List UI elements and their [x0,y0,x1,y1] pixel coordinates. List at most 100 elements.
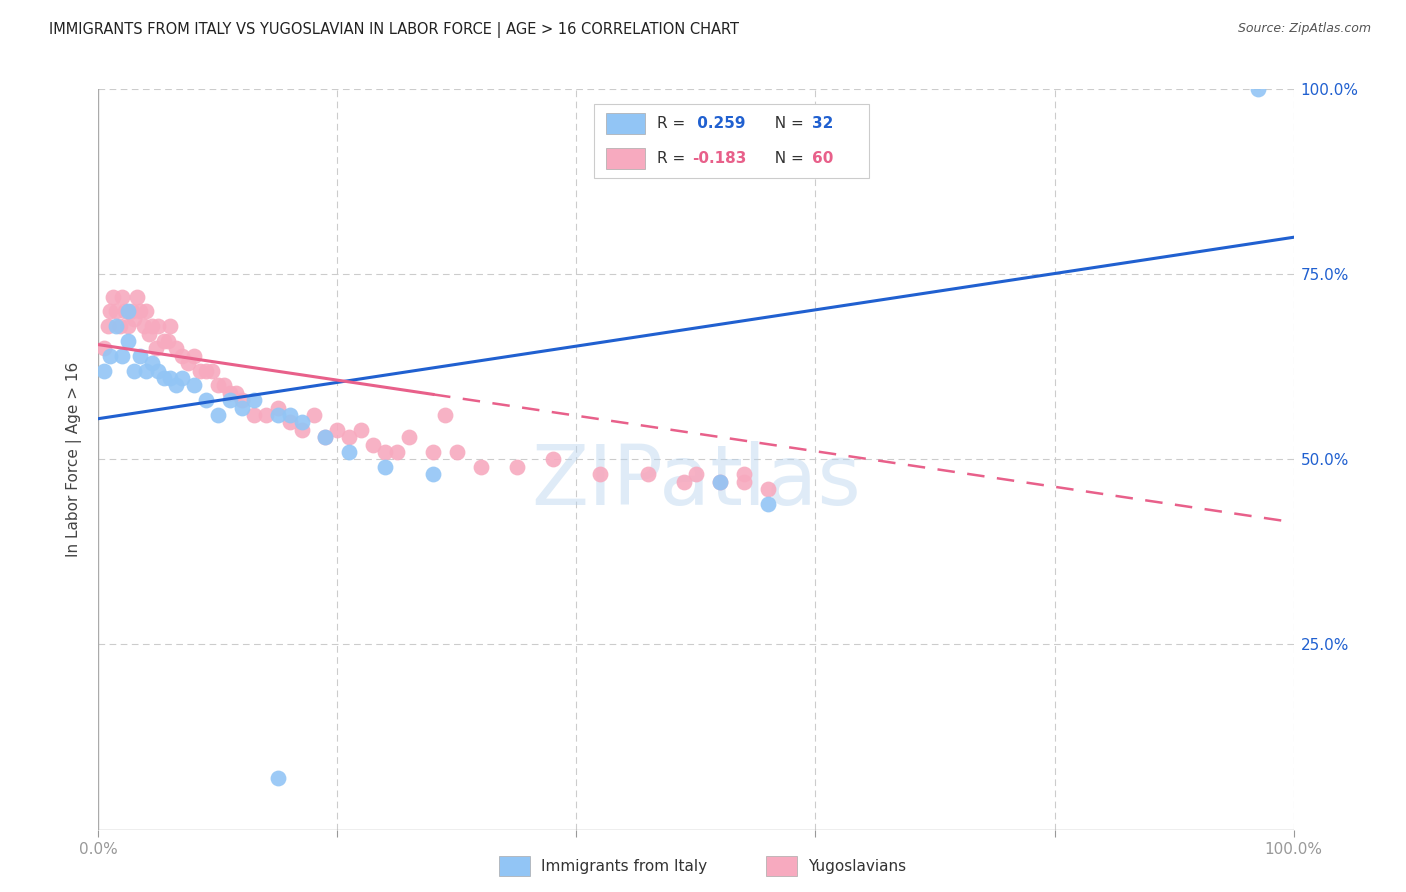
Point [145,341,167,355]
Point [385,445,409,459]
Point [172,371,194,385]
Point [159,319,181,334]
Point [243,393,266,408]
Point [709,475,731,489]
Point [219,385,242,400]
Point [422,467,444,482]
Point [212,378,235,392]
Point [315,430,337,444]
Point [141,319,163,334]
Point [733,475,755,489]
Point [1247,82,1270,96]
Point [267,401,290,415]
Point [177,356,200,370]
Point [589,467,612,482]
Point [326,423,349,437]
Point [124,311,146,326]
Point [165,341,187,355]
Point [172,349,194,363]
Point [111,349,134,363]
Point [98,349,122,363]
Point [105,319,128,334]
FancyBboxPatch shape [595,104,869,178]
Text: 32: 32 [811,116,834,131]
Point [637,467,659,482]
Point [207,408,229,422]
Point [201,363,224,377]
Point [267,408,290,422]
Point [254,408,277,422]
Point [398,430,420,444]
Point [422,445,444,459]
Point [117,319,139,334]
Point [243,408,266,422]
Point [117,334,139,348]
Point [339,445,361,459]
Point [219,393,242,408]
Point [97,319,120,334]
Point [541,452,564,467]
Point [132,319,155,334]
Text: N =: N = [765,116,808,131]
Point [278,408,301,422]
Point [302,408,325,422]
Point [135,363,157,377]
Point [129,349,152,363]
Point [434,408,457,422]
Point [121,304,143,318]
Point [195,393,218,408]
Text: Yugoslavians: Yugoslavians [808,859,907,873]
Point [673,475,696,489]
Text: N =: N = [765,152,808,166]
Point [183,378,205,392]
Point [188,363,211,377]
Point [506,459,529,474]
Point [291,415,314,429]
Point [267,771,290,785]
Point [108,319,131,334]
Point [117,304,139,318]
Point [159,371,181,385]
Point [135,304,157,318]
Text: ZIPatlas: ZIPatlas [531,441,860,522]
Point [470,459,492,474]
Point [291,423,314,437]
Text: Immigrants from Italy: Immigrants from Italy [541,859,707,873]
Point [148,363,170,377]
Text: IMMIGRANTS FROM ITALY VS YUGOSLAVIAN IN LABOR FORCE | AGE > 16 CORRELATION CHART: IMMIGRANTS FROM ITALY VS YUGOSLAVIAN IN … [49,22,740,38]
Point [101,289,124,303]
Point [93,363,115,377]
Text: 60: 60 [811,152,834,166]
Point [756,482,779,496]
Point [148,319,170,334]
Point [733,467,755,482]
Point [98,304,122,318]
Point [156,334,179,348]
Point [231,393,253,408]
Point [153,371,176,385]
Point [129,304,152,318]
Point [114,304,136,318]
Point [374,459,396,474]
Point [165,378,187,392]
Point [756,497,779,511]
Point [93,341,115,355]
Point [446,445,468,459]
Point [339,430,361,444]
Text: Source: ZipAtlas.com: Source: ZipAtlas.com [1237,22,1371,36]
Point [183,349,205,363]
FancyBboxPatch shape [606,113,644,134]
Point [138,326,160,341]
Text: 0.259: 0.259 [692,116,747,131]
Point [207,378,229,392]
Point [111,289,134,303]
FancyBboxPatch shape [606,148,644,169]
Point [105,304,128,318]
Point [195,363,218,377]
Point [315,430,337,444]
Text: R =: R = [657,116,690,131]
Point [350,423,373,437]
Point [124,363,146,377]
Point [225,385,247,400]
Point [125,289,148,303]
